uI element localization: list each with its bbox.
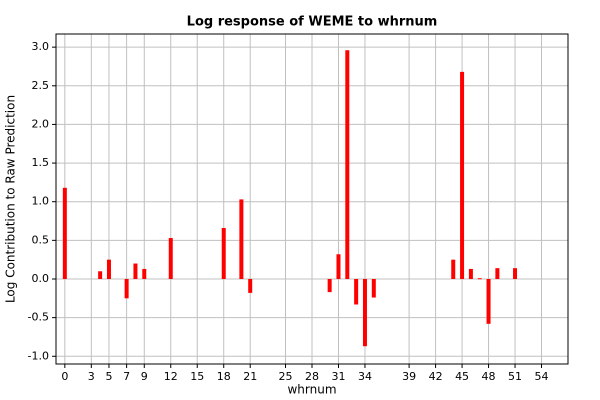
- bar: [486, 278, 491, 324]
- y-tick-label: 1.0: [32, 195, 50, 208]
- y-tick-label: 1.5: [32, 156, 50, 169]
- chart-title: Log response of WEME to whrnum: [187, 15, 438, 30]
- y-tick-label: 0.5: [32, 233, 50, 246]
- x-tick-label: 3: [88, 370, 95, 383]
- bar: [354, 278, 359, 305]
- bar: [327, 278, 332, 293]
- bar: [477, 278, 482, 280]
- x-tick-label: 18: [217, 370, 231, 383]
- bar: [362, 278, 367, 347]
- y-tick-label: 2.0: [32, 117, 50, 130]
- x-tick-label: 31: [331, 370, 345, 383]
- x-tick-label: 42: [429, 370, 443, 383]
- bar: [142, 268, 147, 279]
- x-tick-label: 54: [535, 370, 549, 383]
- x-tick-label: 45: [455, 370, 469, 383]
- plot-frame: [55, 33, 569, 365]
- y-tick-label: 0.0: [32, 272, 50, 285]
- bar: [371, 278, 376, 298]
- bar: [168, 238, 173, 279]
- x-tick-label: 15: [190, 370, 204, 383]
- y-tick-label: 2.5: [32, 79, 50, 92]
- x-tick-label: 0: [61, 370, 68, 383]
- x-tick-label: 5: [105, 370, 112, 383]
- x-tick-label: 7: [123, 370, 130, 383]
- bar: [451, 259, 456, 279]
- bar: [513, 268, 518, 279]
- y-tick-label: 3.0: [32, 40, 50, 53]
- bar: [239, 199, 244, 279]
- y-tick-label: -0.5: [28, 311, 49, 324]
- bar: [460, 71, 465, 279]
- bar: [221, 227, 226, 279]
- x-tick-label: 9: [141, 370, 148, 383]
- bar: [336, 254, 341, 279]
- x-axis-label: whrnum: [287, 383, 336, 397]
- bar: [62, 187, 67, 279]
- y-axis-label: Log Contribution to Raw Prediction: [4, 95, 18, 303]
- x-tick-label: 39: [402, 370, 416, 383]
- bar: [248, 278, 253, 293]
- bar: [468, 268, 473, 279]
- x-tick-label: 28: [305, 370, 319, 383]
- x-tick-label: 48: [482, 370, 496, 383]
- bar: [124, 278, 129, 299]
- x-tick-label: 51: [508, 370, 522, 383]
- bar: [106, 259, 111, 279]
- x-tick-label: 21: [243, 370, 257, 383]
- x-tick-label: 34: [358, 370, 372, 383]
- bar: [133, 263, 138, 279]
- bar: [98, 271, 103, 279]
- y-tick-label: -1.0: [28, 349, 49, 362]
- bar: [495, 268, 500, 279]
- x-tick-label: 12: [164, 370, 178, 383]
- bar: [345, 50, 350, 279]
- x-tick-label: 25: [279, 370, 293, 383]
